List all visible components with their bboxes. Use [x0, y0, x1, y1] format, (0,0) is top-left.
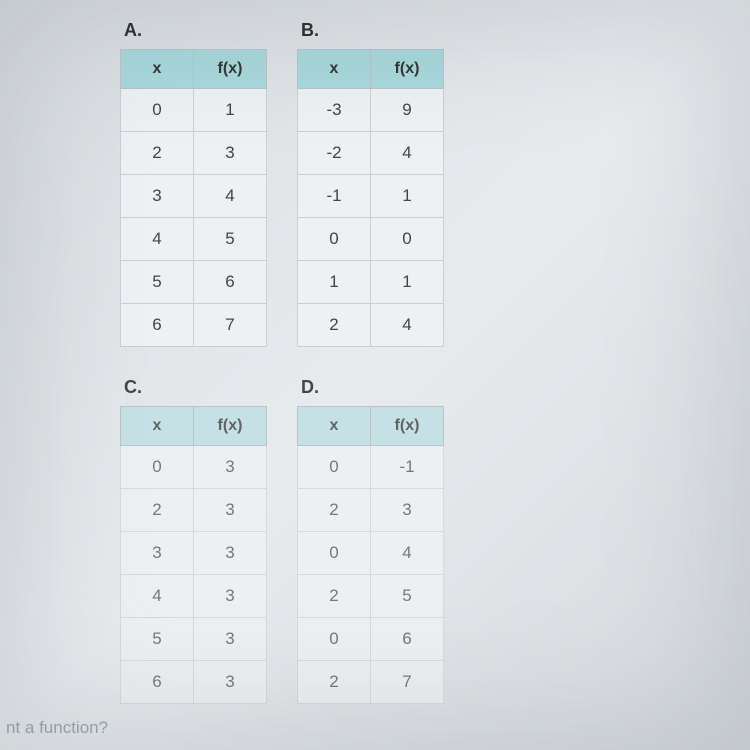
table-row: 11 — [298, 261, 444, 304]
table-block-d: D. x f(x) 0-1 23 04 25 06 27 — [297, 377, 444, 704]
table-c-col-fx: f(x) — [194, 407, 267, 446]
table-row: 33 — [121, 532, 267, 575]
table-row: 25 — [298, 575, 444, 618]
table-row: 63 — [121, 661, 267, 704]
table-row: 34 — [121, 175, 267, 218]
table-row: 23 — [121, 489, 267, 532]
table-b-col-x: x — [298, 50, 371, 89]
table-block-b: B. x f(x) -39 -24 -11 00 11 24 — [297, 20, 444, 347]
row-bottom: C. x f(x) 03 23 33 43 53 63 D. x f(x) — [120, 377, 750, 704]
table-row: 0-1 — [298, 446, 444, 489]
label-b: B. — [297, 20, 444, 41]
table-row: 27 — [298, 661, 444, 704]
table-row: 23 — [298, 489, 444, 532]
table-row: 01 — [121, 89, 267, 132]
table-row: -39 — [298, 89, 444, 132]
table-row: 45 — [121, 218, 267, 261]
label-c: C. — [120, 377, 267, 398]
table-d-col-fx: f(x) — [371, 407, 444, 446]
table-row: 24 — [298, 304, 444, 347]
table-a-col-fx: f(x) — [194, 50, 267, 89]
table-a: x f(x) 01 23 34 45 56 67 — [120, 49, 267, 347]
table-row: 53 — [121, 618, 267, 661]
table-row: 67 — [121, 304, 267, 347]
row-top: A. x f(x) 01 23 34 45 56 67 B. x f(x) — [120, 20, 750, 347]
label-a: A. — [120, 20, 267, 41]
table-d: x f(x) 0-1 23 04 25 06 27 — [297, 406, 444, 704]
table-row: -11 — [298, 175, 444, 218]
table-row: 56 — [121, 261, 267, 304]
table-row: 03 — [121, 446, 267, 489]
label-d: D. — [297, 377, 444, 398]
table-block-a: A. x f(x) 01 23 34 45 56 67 — [120, 20, 267, 347]
table-block-c: C. x f(x) 03 23 33 43 53 63 — [120, 377, 267, 704]
table-d-col-x: x — [298, 407, 371, 446]
tables-container: A. x f(x) 01 23 34 45 56 67 B. x f(x) — [0, 0, 750, 704]
table-c: x f(x) 03 23 33 43 53 63 — [120, 406, 267, 704]
table-row: 23 — [121, 132, 267, 175]
table-row: 06 — [298, 618, 444, 661]
table-row: -24 — [298, 132, 444, 175]
partial-question-text: nt a function? — [0, 718, 108, 738]
table-row: 04 — [298, 532, 444, 575]
table-b: x f(x) -39 -24 -11 00 11 24 — [297, 49, 444, 347]
table-row: 43 — [121, 575, 267, 618]
table-a-col-x: x — [121, 50, 194, 89]
table-row: 00 — [298, 218, 444, 261]
table-c-col-x: x — [121, 407, 194, 446]
table-b-col-fx: f(x) — [371, 50, 444, 89]
